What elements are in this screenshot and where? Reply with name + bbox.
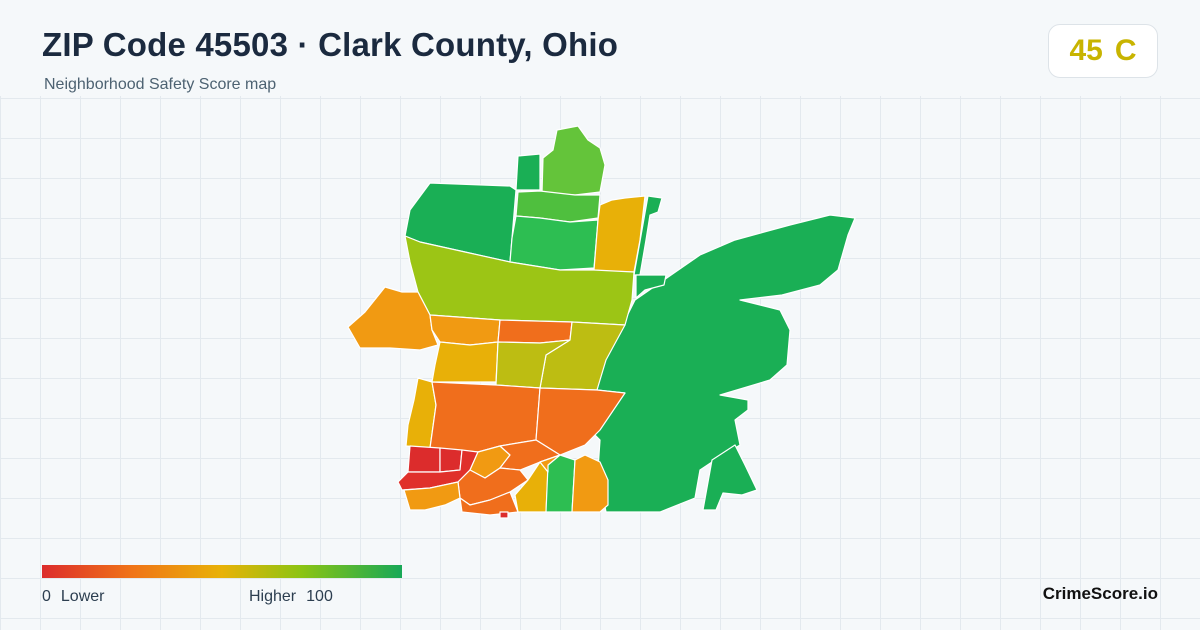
legend-max-value: 100 xyxy=(306,588,333,605)
legend-min-label: 0 Lower xyxy=(42,588,104,606)
neighborhood-south-orange-red-3[interactable] xyxy=(459,491,519,516)
neighborhood-upper-orange-red[interactable] xyxy=(497,319,573,344)
legend-min-value: 0 xyxy=(42,588,51,605)
neighborhood-south-orange-red-1[interactable] xyxy=(499,439,561,471)
safety-score-badge: 45 C xyxy=(1048,24,1158,78)
neighborhood-north-narrow[interactable] xyxy=(515,153,541,191)
legend-max-text: Higher xyxy=(249,588,297,605)
neighborhood-southwest-red-1[interactable] xyxy=(407,445,441,473)
header-band xyxy=(0,0,1200,96)
neighborhood-south-red-bit[interactable] xyxy=(499,511,509,519)
neighborhood-west-lobe[interactable] xyxy=(347,286,439,351)
brand-logo-text[interactable]: CrimeScore.io xyxy=(1042,584,1158,603)
neighborhood-upper-orange[interactable] xyxy=(429,314,501,346)
legend-color-scale xyxy=(42,565,402,578)
neighborhood-south-orange-2[interactable] xyxy=(403,481,461,511)
neighborhood-east-lower[interactable] xyxy=(702,444,758,511)
neighborhood-south-orange-4[interactable] xyxy=(539,454,561,473)
neighborhood-north-strip[interactable] xyxy=(633,195,663,276)
neighborhood-junction[interactable] xyxy=(635,274,667,299)
score-value: 45 xyxy=(1069,34,1103,67)
page-subtitle: Neighborhood Safety Score map xyxy=(44,76,277,93)
legend-min-text: Lower xyxy=(60,588,105,605)
score-grade: C xyxy=(1114,34,1137,67)
legend-max-label: Higher 100 xyxy=(249,588,333,606)
page-title: ZIP Code 45503 · Clark County, Ohio xyxy=(42,26,619,63)
neighborhood-polygons xyxy=(347,125,856,519)
neighborhood-southwest-red-2[interactable] xyxy=(439,447,463,473)
neighborhood-south-orange-3[interactable] xyxy=(571,454,609,513)
neighborhood-north-top[interactable] xyxy=(541,125,606,196)
neighborhood-middle-west-amber[interactable] xyxy=(431,341,499,383)
neighborhood-north-lower[interactable] xyxy=(509,215,599,271)
